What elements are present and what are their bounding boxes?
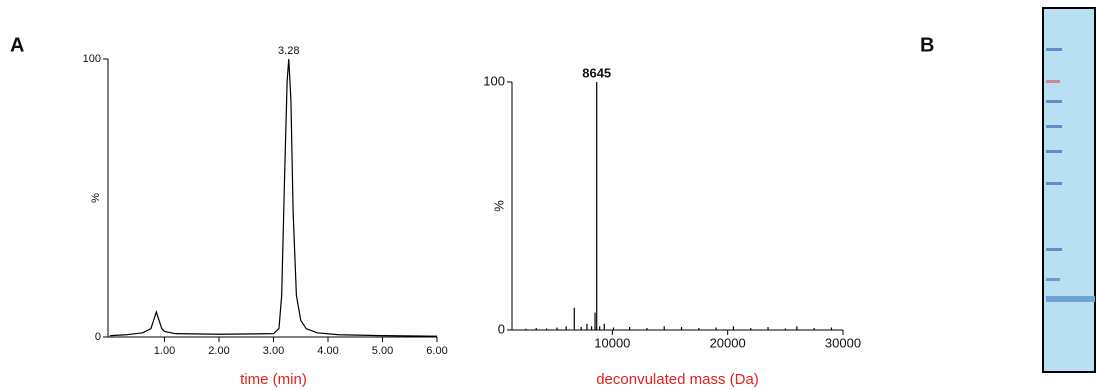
y-axis-label: % <box>491 200 506 212</box>
x-tick-label: 5.00 <box>372 345 393 357</box>
x-tick-label: 3.00 <box>263 345 284 357</box>
peak-label: 8645 <box>582 65 611 80</box>
x-tick-label: 1.00 <box>154 345 175 357</box>
x-tick-label: 30000 <box>825 335 861 350</box>
y-axis-label: % <box>90 193 102 203</box>
x-tick-label: 10000 <box>594 335 630 350</box>
figure: A B 0 100 1.00 2.00 3.00 4.00 5.00 6.00% time (m… <box>0 0 1096 390</box>
y-tick-label: 100 <box>83 53 101 65</box>
x-axis-label: time (min) <box>240 371 307 388</box>
panel-label: B <box>920 34 934 56</box>
x-tick-label: 4.00 <box>317 345 338 357</box>
x-tick-label: 20000 <box>710 335 746 350</box>
trace <box>110 59 437 336</box>
y-tick-label: 100 <box>483 73 505 88</box>
gel-image <box>1043 8 1095 372</box>
x-axis-label: deconvulated mass (Da) <box>596 371 759 388</box>
peak-label: 3.28 <box>278 45 299 57</box>
y-tick-label: 0 <box>498 321 505 336</box>
y-tick-label: 0 <box>95 331 101 343</box>
x-tick-label: 2.00 <box>208 345 229 357</box>
panel-label: A <box>10 34 24 56</box>
x-tick-label: 6.00 <box>426 345 447 357</box>
